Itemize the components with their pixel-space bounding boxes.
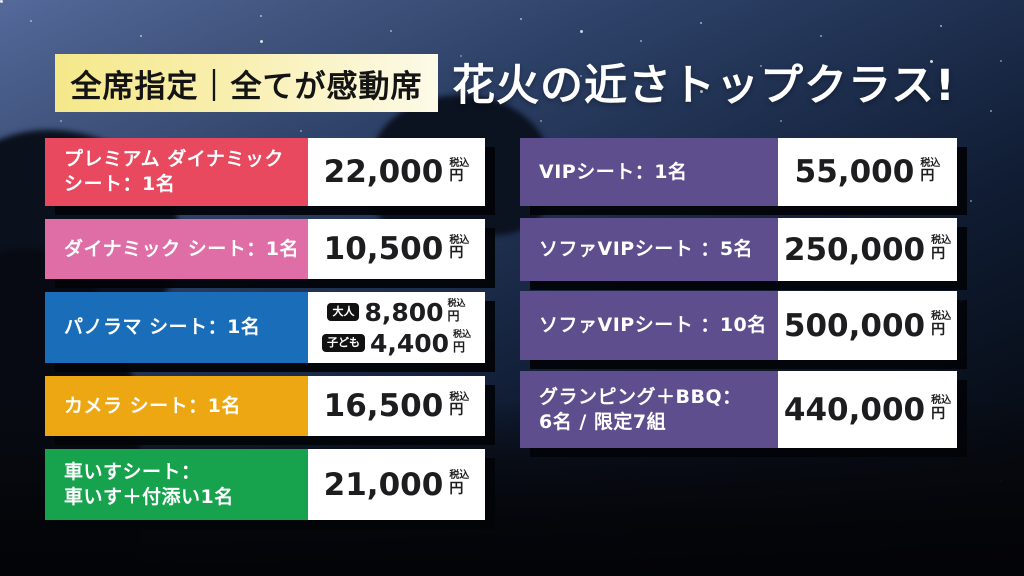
price-value: 22,000	[323, 154, 444, 190]
seat-label: VIPシート：1名	[520, 138, 778, 206]
seat-label: パノラマ シート：1名	[45, 292, 308, 363]
price-cell: 250,000 税込 円	[778, 218, 957, 281]
price-value: 16,500	[323, 388, 444, 424]
tax-included-label: 税込	[931, 311, 952, 323]
adult-price-line: 大人 8,800 税込 円	[327, 297, 466, 327]
row-wheelchair-seat: 車いすシート： 車いす＋付添い1名 21,000 税込 円	[45, 449, 485, 520]
price-cell: 大人 8,800 税込 円 子ども 4,400 税込 円	[308, 292, 485, 363]
yen-label: 円	[449, 480, 464, 497]
tax-included-label: 税込	[449, 470, 470, 482]
tax-included-label: 税込	[453, 330, 472, 341]
tax-included-label: 税込	[920, 157, 941, 169]
all-seats-reserved-badge: 全席指定｜全てが感動席	[55, 54, 438, 112]
seat-label: グランピング＋BBQ： 6名 / 限定7組	[520, 371, 778, 448]
child-price-line: 子ども 4,400 税込 円	[321, 328, 471, 358]
tax-currency-stack: 税込 円	[449, 470, 469, 497]
child-badge: 子ども	[321, 334, 365, 352]
price-cell: 440,000 税込 円	[778, 371, 957, 448]
yen-label: 円	[931, 245, 946, 262]
price-cell: 55,000 税込 円	[778, 138, 957, 206]
tax-currency-stack: 税込 円	[931, 311, 951, 338]
yen-label: 円	[449, 402, 464, 419]
yen-label: 円	[449, 168, 464, 185]
yen-label: 円	[920, 168, 935, 185]
price-cell: 10,500 税込 円	[308, 219, 485, 279]
seat-label: ソファVIPシート ：10名	[520, 291, 778, 360]
row-panorama-seat: パノラマ シート：1名 大人 8,800 税込 円 子ども 4,400 税込 円	[45, 292, 485, 363]
price-value: 250,000	[783, 231, 926, 268]
yen-label: 円	[447, 308, 460, 323]
row-premium-dynamic-seat: プレミアム ダイナミック シート：1名 22,000 税込 円	[45, 138, 485, 206]
seat-label: プレミアム ダイナミック シート：1名	[45, 138, 308, 206]
price-value: 500,000	[783, 307, 926, 344]
tax-included-label: 税込	[931, 235, 952, 247]
tax-included-label: 税込	[449, 234, 470, 246]
tax-currency-stack: 税込 円	[449, 235, 469, 262]
seat-label: ダイナミック シート：1名	[45, 219, 308, 279]
tax-currency-stack: 税込 円	[449, 392, 469, 419]
tax-included-label: 税込	[447, 299, 466, 310]
row-camera-seat: カメラ シート：1名 16,500 税込 円	[45, 376, 485, 436]
tax-currency-stack: 税込 円	[920, 158, 940, 185]
yen-label: 円	[931, 321, 946, 338]
badge-text: 全席指定｜全てが感動席	[70, 68, 423, 105]
row-dynamic-seat: ダイナミック シート：1名 10,500 税込 円	[45, 219, 485, 279]
yen-label: 円	[931, 405, 946, 422]
tax-included-label: 税込	[449, 157, 470, 169]
price-cell: 500,000 税込 円	[778, 291, 957, 360]
price-value: 55,000	[794, 154, 915, 190]
adult-badge: 大人	[327, 303, 360, 321]
price-value: 8,800	[364, 297, 444, 327]
price-value: 4,400	[369, 328, 450, 358]
tax-currency-stack: 税込 円	[448, 299, 466, 323]
price-cell: 22,000 税込 円	[308, 138, 485, 206]
row-sofa-vip-5: ソファVIPシート ：5名 250,000 税込 円	[520, 218, 957, 281]
row-sofa-vip-10: ソファVIPシート ：10名 500,000 税込 円	[520, 291, 957, 360]
price-value: 21,000	[323, 466, 444, 503]
tax-included-label: 税込	[931, 395, 952, 407]
price-value: 10,500	[323, 231, 444, 267]
seat-label: カメラ シート：1名	[45, 376, 308, 436]
price-cell: 21,000 税込 円	[308, 449, 485, 520]
tax-included-label: 税込	[449, 391, 470, 403]
starfield-big	[0, 0, 3, 3]
price-value: 440,000	[783, 391, 926, 428]
yen-label: 円	[453, 339, 466, 354]
row-vip-seat: VIPシート：1名 55,000 税込 円	[520, 138, 957, 206]
price-cell: 16,500 税込 円	[308, 376, 485, 436]
page-title: 花火の近さトップクラス!	[452, 61, 956, 111]
tax-currency-stack: 税込 円	[931, 395, 951, 422]
seat-label: 車いすシート： 車いす＋付添い1名	[45, 449, 308, 520]
tax-currency-stack: 税込 円	[931, 235, 951, 262]
row-glamping-bbq: グランピング＋BBQ： 6名 / 限定7組 440,000 税込 円	[520, 371, 957, 448]
yen-label: 円	[449, 245, 464, 262]
tax-currency-stack: 税込 円	[449, 158, 469, 185]
seat-label: ソファVIPシート ：5名	[520, 218, 778, 281]
tax-currency-stack: 税込 円	[453, 330, 471, 354]
